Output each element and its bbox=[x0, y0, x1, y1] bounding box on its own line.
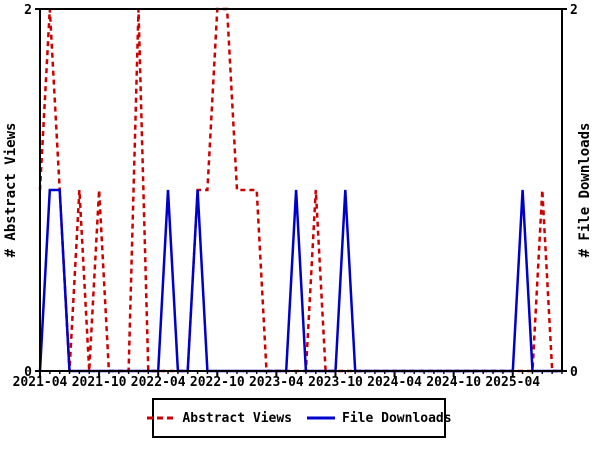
legend: Abstract Views File Downloads bbox=[147, 398, 452, 438]
series-line-abstract-views bbox=[38, 7, 562, 373]
x-tick-label: 2021-10 bbox=[72, 375, 127, 390]
x-tick-label: 2023-04 bbox=[249, 375, 304, 390]
y-tick-label-right: 0 bbox=[570, 365, 578, 380]
y-tick-label-left: 2 bbox=[24, 3, 32, 18]
x-tick-label: 2022-04 bbox=[131, 375, 186, 390]
legend-label: Abstract Views bbox=[182, 410, 292, 426]
x-tick-label: 2025-04 bbox=[485, 375, 540, 390]
x-tick-label: 2024-10 bbox=[426, 375, 481, 390]
x-tick-label: 2024-04 bbox=[367, 375, 422, 390]
x-tick-label: 2023-10 bbox=[308, 375, 363, 390]
series-line-file-downloads bbox=[38, 188, 562, 373]
legend-item-abstract-views: Abstract Views bbox=[146, 411, 292, 426]
ylabel-right: # File Downloads bbox=[577, 123, 593, 258]
legend-label: File Downloads bbox=[342, 410, 452, 426]
x-tick-label: 2022-10 bbox=[190, 375, 245, 390]
legend-sample-solid-line bbox=[307, 416, 335, 420]
legend-item-file-downloads: File Downloads bbox=[306, 411, 452, 426]
plot-border bbox=[39, 8, 563, 372]
y-tick-label-right: 2 bbox=[570, 3, 578, 18]
y-tick-label-left: 0 bbox=[24, 365, 32, 380]
ylabel-left: # Abstract Views bbox=[3, 123, 19, 258]
x-tick-label: 2021-04 bbox=[13, 375, 68, 390]
legend-sample-dashed-line bbox=[147, 416, 176, 420]
